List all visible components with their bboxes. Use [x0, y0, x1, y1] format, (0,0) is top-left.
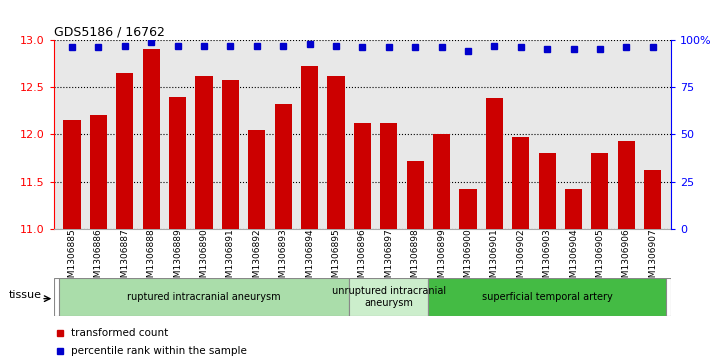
Text: percentile rank within the sample: percentile rank within the sample — [71, 346, 247, 356]
Text: GSM1306904: GSM1306904 — [569, 229, 578, 289]
Bar — [248, 130, 266, 229]
Bar — [59, 278, 349, 316]
Text: GSM1306889: GSM1306889 — [173, 229, 182, 289]
Text: GSM1306902: GSM1306902 — [516, 229, 526, 289]
Text: GSM1306900: GSM1306900 — [463, 229, 473, 289]
Text: GSM1306887: GSM1306887 — [121, 229, 129, 289]
Text: GSM1306899: GSM1306899 — [437, 229, 446, 289]
Text: transformed count: transformed count — [71, 328, 168, 338]
Text: GSM1306895: GSM1306895 — [331, 229, 341, 289]
Text: GSM1306903: GSM1306903 — [543, 229, 552, 289]
Text: GSM1306896: GSM1306896 — [358, 229, 367, 289]
Bar — [222, 79, 239, 229]
Text: GSM1306893: GSM1306893 — [278, 229, 288, 289]
Bar — [565, 189, 582, 229]
Text: GSM1306886: GSM1306886 — [94, 229, 103, 289]
Text: tissue: tissue — [9, 290, 41, 300]
Text: GSM1306897: GSM1306897 — [384, 229, 393, 289]
Bar — [591, 153, 608, 229]
Text: GSM1306885: GSM1306885 — [68, 229, 76, 289]
Bar — [116, 73, 134, 229]
Text: GSM1306907: GSM1306907 — [648, 229, 657, 289]
Bar — [538, 153, 555, 229]
Text: GSM1306892: GSM1306892 — [252, 229, 261, 289]
Text: GSM1306901: GSM1306901 — [490, 229, 499, 289]
Bar — [380, 123, 397, 229]
Bar — [64, 120, 81, 229]
Text: GSM1306906: GSM1306906 — [622, 229, 630, 289]
Text: GDS5186 / 16762: GDS5186 / 16762 — [54, 26, 164, 39]
Bar — [169, 97, 186, 229]
Text: unruptured intracranial
aneurysm: unruptured intracranial aneurysm — [332, 286, 446, 307]
Bar — [90, 115, 107, 229]
Bar — [349, 278, 428, 316]
Bar — [433, 134, 450, 229]
Bar — [486, 98, 503, 229]
Bar — [353, 123, 371, 229]
Text: GSM1306905: GSM1306905 — [595, 229, 604, 289]
Bar — [275, 104, 292, 229]
Bar — [328, 76, 345, 229]
Text: GSM1306888: GSM1306888 — [146, 229, 156, 289]
Text: GSM1306891: GSM1306891 — [226, 229, 235, 289]
Bar — [301, 66, 318, 229]
Bar — [512, 137, 529, 229]
Bar — [143, 49, 160, 229]
Text: superficial temporal artery: superficial temporal artery — [482, 292, 613, 302]
Bar — [644, 170, 661, 229]
Bar — [459, 189, 476, 229]
Text: ruptured intracranial aneurysm: ruptured intracranial aneurysm — [127, 292, 281, 302]
Bar — [406, 161, 423, 229]
Bar — [196, 76, 213, 229]
Text: GSM1306890: GSM1306890 — [199, 229, 208, 289]
Text: GSM1306898: GSM1306898 — [411, 229, 420, 289]
Text: GSM1306894: GSM1306894 — [305, 229, 314, 289]
Bar — [428, 278, 666, 316]
Bar — [618, 141, 635, 229]
